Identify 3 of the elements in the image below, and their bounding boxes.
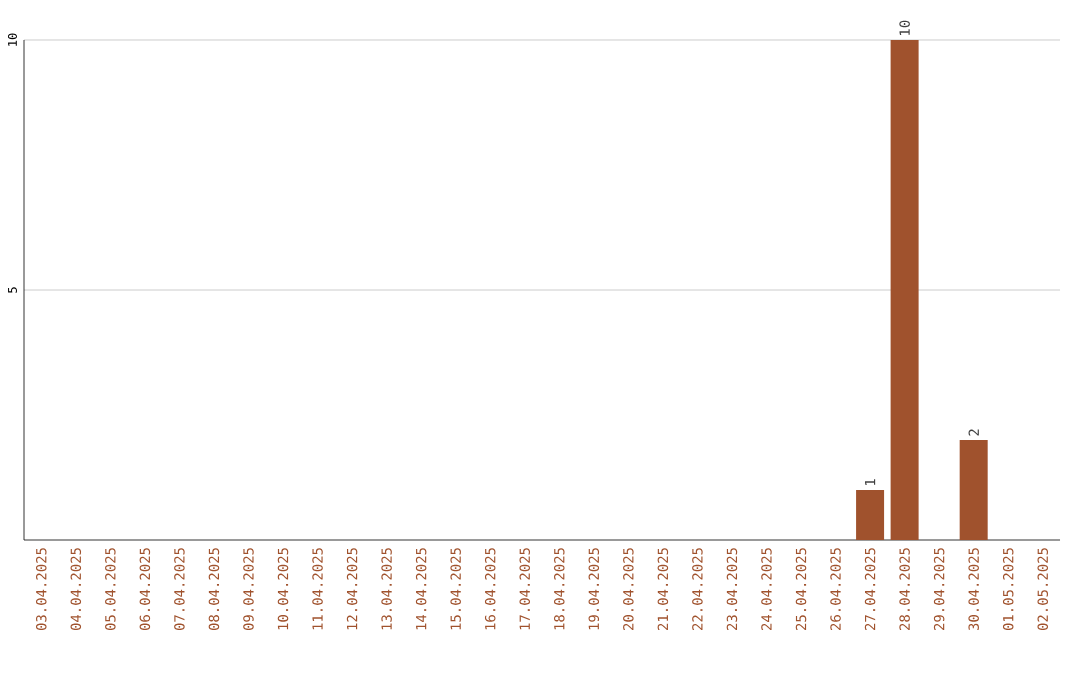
bar: [856, 490, 885, 540]
bar: [890, 39, 919, 540]
bar: [959, 440, 988, 540]
